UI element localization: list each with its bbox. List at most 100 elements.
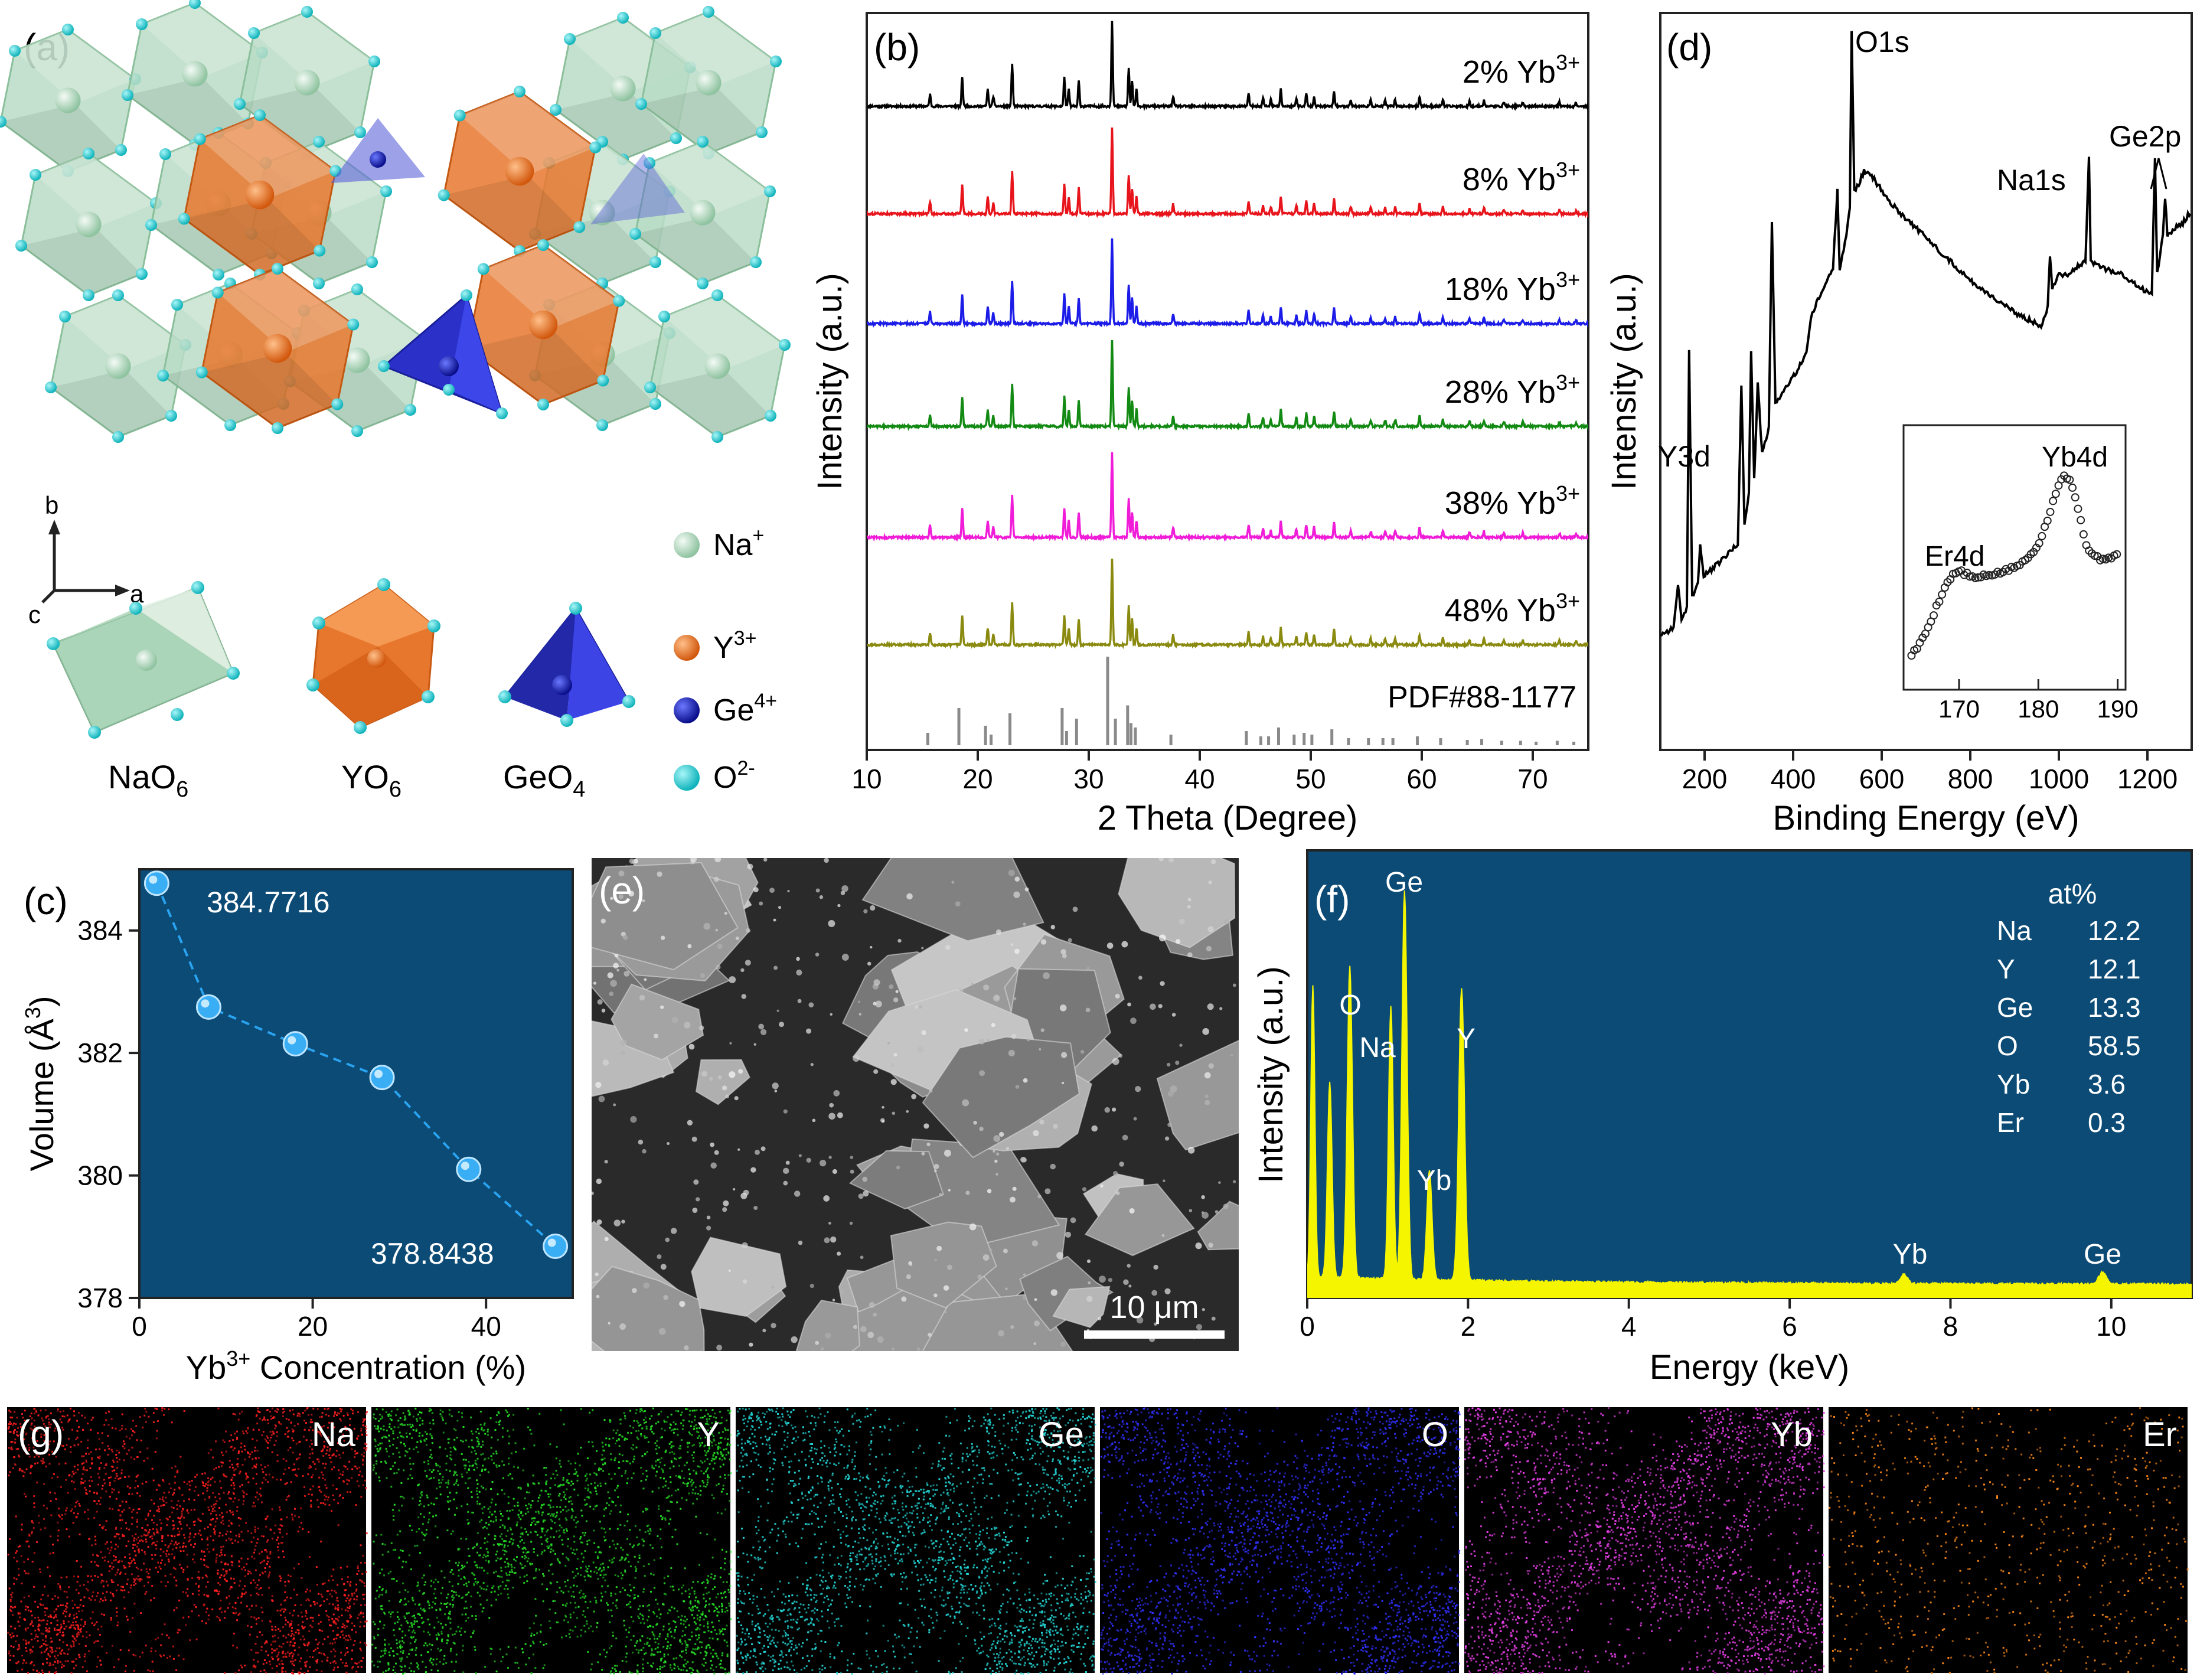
sem-particles	[592, 858, 1239, 1351]
sem-scale-bar	[1084, 1330, 1225, 1339]
inset-point	[2065, 475, 2074, 484]
eds-peak-label-yb: Yb	[1417, 1165, 1452, 1196]
svg-text:Ge4+: Ge4+	[713, 690, 777, 728]
inset-point	[2068, 483, 2077, 492]
axis-c-label: c	[28, 601, 41, 628]
panel-d-frame	[1659, 12, 2193, 751]
elemental-map-na: Na	[7, 1407, 368, 1675]
panel-b-xrd: (b) 2% Yb3+ 8% Yb3+ 18% Yb3+ 28% Yb3+ 38% Yb…	[811, 12, 1589, 837]
nao6-unit	[234, 6, 380, 159]
volume-x-tick-label: 0	[132, 1311, 147, 1342]
polyhedra-legend: NaO6 YO6 GeO4	[47, 578, 635, 802]
panel-f-eds: (f) Ge O Na Y Yb Yb Ge at% Na 12.2 Y 12.1 Ge…	[1252, 849, 2193, 1387]
volume-x-axis-title: Yb3+ Concentration (%)	[186, 1346, 526, 1386]
ion-legend-ge: Ge4+	[674, 690, 777, 728]
xrd-series-line	[867, 238, 1588, 329]
crystal-structure-illustration	[0, 0, 791, 443]
panel-e-sem: (e) 10 μm	[592, 858, 1239, 1351]
elemental-map-label: Yb	[1771, 1415, 1813, 1454]
volume-point	[543, 1233, 569, 1259]
xrd-curves	[867, 21, 1588, 650]
xrd-series-labels: 2% Yb3+ 8% Yb3+ 18% Yb3+ 28% Yb3+ 38% Yb3+ 48…	[1445, 50, 1580, 628]
xrd-series-label: 18% Yb3+	[1445, 268, 1580, 307]
inset-point	[2074, 504, 2082, 513]
eds-peak-label-na: Na	[1359, 1032, 1396, 1064]
eds-peak-label-y: Y	[1457, 1023, 1475, 1055]
sem-particle	[611, 983, 704, 1061]
sem-particle	[795, 1299, 860, 1351]
volume-x-tick-label: 40	[471, 1311, 501, 1342]
sem-particle	[890, 1221, 997, 1309]
xrd-x-tick-label: 20	[962, 764, 993, 794]
yo6-unit	[195, 263, 360, 434]
xps-peak-label-y3d: Y3d	[1658, 440, 1710, 473]
inset-point	[2113, 550, 2121, 559]
sem-particle	[1084, 1183, 1195, 1257]
xrd-y-axis-title: Intensity (a.u.)	[811, 273, 849, 490]
xrd-x-tick-label: 40	[1184, 764, 1215, 794]
polyhedron-label-yo6: YO6	[341, 758, 401, 802]
sem-particle	[1197, 1201, 1239, 1251]
ge2p-caret	[2150, 158, 2167, 190]
xrd-reference-label: PDF#88-1177	[1388, 680, 1576, 715]
yo6-polyhedron	[306, 578, 440, 734]
volume-axes: 0 20 40 378 380 382 384	[77, 915, 501, 1342]
volume-point	[195, 994, 221, 1020]
eds-table-element: O	[1997, 1030, 2018, 1061]
xrd-series-line	[867, 558, 1588, 650]
yo6-unit	[438, 86, 602, 257]
eds-table-header: at%	[2048, 879, 2097, 910]
xps-inset: 170 180 190 Yb4d Er4d	[1902, 424, 2139, 723]
panel-e-label: (e)	[599, 869, 645, 912]
inset-point	[2079, 530, 2088, 539]
eds-table-element: Ge	[1997, 992, 2033, 1023]
eds-x-tick-label: 10	[2096, 1311, 2126, 1342]
xrd-x-tick-label: 60	[1406, 764, 1437, 794]
xrd-series-label: 2% Yb3+	[1463, 50, 1580, 90]
volume-y-axis-title: Volume (Å3)	[21, 996, 60, 1171]
crystal-axes: b a c	[28, 491, 144, 628]
panel-b-frame	[866, 12, 1589, 751]
polyhedron-label-nao6: NaO6	[108, 758, 188, 802]
inset-point	[1938, 590, 1947, 599]
svg-text:Y3+: Y3+	[713, 627, 756, 665]
nao6-unit	[15, 148, 162, 301]
geo4-unit	[590, 154, 685, 224]
volume-y-tick-label: 382	[77, 1038, 123, 1068]
eds-x-axis-title: Energy (keV)	[1650, 1348, 1849, 1387]
xrd-series-line	[867, 21, 1588, 112]
inset-point	[1985, 570, 1994, 579]
inset-point	[1930, 611, 1938, 620]
sem-particle	[696, 1059, 750, 1105]
eds-table-value: 3.6	[2088, 1069, 2126, 1100]
elemental-map-o: O	[1100, 1407, 1461, 1675]
xps-x-tick-label: 1000	[2029, 764, 2089, 794]
inset-point	[1976, 573, 1985, 582]
eds-x-tick-label: 6	[1782, 1311, 1797, 1342]
volume-dashed-line	[155, 882, 556, 1247]
sem-particle	[1156, 1040, 1239, 1151]
inset-point	[1918, 634, 1927, 642]
inset-point	[2071, 493, 2080, 502]
xrd-x-tick-label: 50	[1295, 764, 1326, 794]
xps-peak-label-ge2p: Ge2p	[2109, 120, 2181, 153]
nao6-unit	[644, 289, 791, 443]
xrd-series-line	[867, 340, 1588, 431]
eds-peak-label-ge-high: Ge	[2084, 1239, 2121, 1270]
xrd-series-line	[867, 127, 1588, 218]
nao6-unit	[635, 6, 782, 159]
yo6-unit	[461, 239, 625, 410]
xps-peak-label-na1s: Na1s	[1997, 164, 2066, 197]
eds-table-element: Yb	[1997, 1069, 2030, 1100]
geo4-unit	[331, 118, 425, 183]
xrd-x-axis: 10 20 30 40 50 60 70	[851, 750, 1548, 794]
inset-x-tick-label: 190	[2097, 695, 2139, 723]
polyhedron-label-geo4: GeO4	[503, 758, 585, 802]
elemental-map-label: O	[1422, 1415, 1448, 1454]
xps-x-tick-label: 200	[1682, 764, 1728, 794]
xps-x-tick-label: 600	[1859, 764, 1905, 794]
inset-point	[2077, 516, 2085, 524]
sem-particle	[861, 858, 1044, 942]
elemental-map-label: Er	[2143, 1415, 2177, 1454]
